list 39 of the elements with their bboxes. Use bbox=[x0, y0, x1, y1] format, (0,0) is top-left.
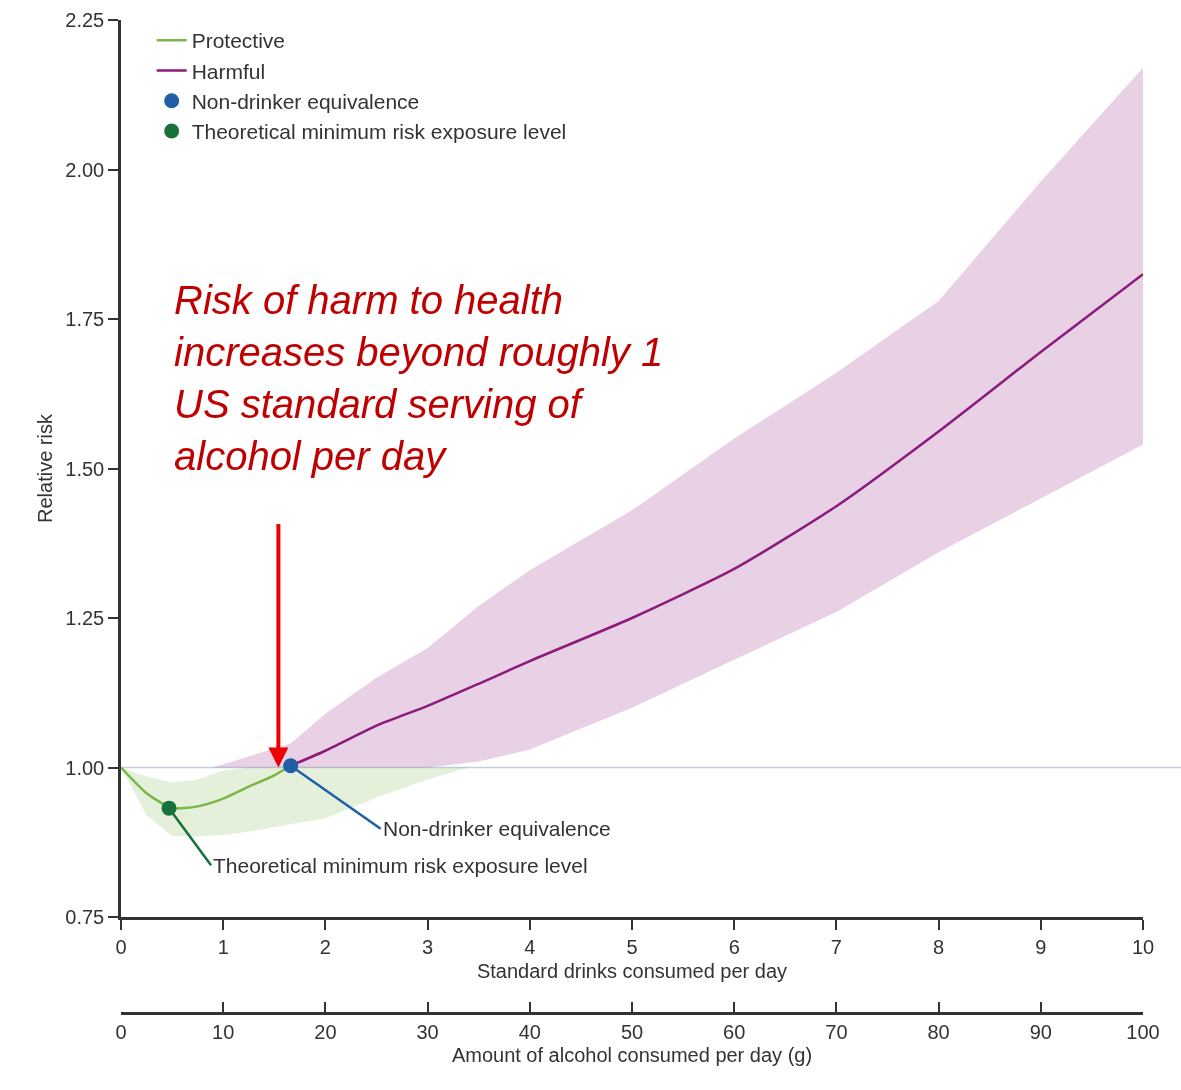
y-tick-label: 1.75 bbox=[65, 308, 105, 330]
legend-label: Harmful bbox=[191, 59, 266, 83]
x2-tick-label: 40 bbox=[518, 1020, 541, 1043]
x-tick-label: 6 bbox=[728, 935, 740, 958]
x2-axis-title: Amount of alcohol consumed per day (g) bbox=[451, 1044, 813, 1067]
x2-tick-label: 100 bbox=[1126, 1020, 1160, 1043]
x2-tick-label: 50 bbox=[620, 1020, 644, 1043]
x-tick-label: 4 bbox=[524, 935, 536, 958]
x2-tick-label: 20 bbox=[314, 1020, 337, 1043]
x2-tick-label: 30 bbox=[416, 1020, 439, 1043]
annotation: Non-drinker equivalence bbox=[383, 817, 611, 840]
annotation: Risk of harm to health increases beyond roughly 1 US standard serving of alcohol per day bbox=[174, 278, 664, 478]
x-tick-label: 3 bbox=[422, 935, 434, 958]
x-tick-label: 10 bbox=[1131, 935, 1155, 958]
x-axis-title: Standard drinks consumed per day bbox=[476, 960, 788, 983]
y-axis-title: Relative risk bbox=[33, 413, 56, 523]
y-tick-label: 1.50 bbox=[65, 457, 105, 480]
x2-tick-label: 80 bbox=[927, 1020, 950, 1043]
y-tick-label: 2.00 bbox=[65, 158, 105, 181]
x2-tick-label: 70 bbox=[825, 1020, 848, 1043]
y-tick-label: 1.25 bbox=[65, 607, 105, 629]
x-tick-label: 5 bbox=[626, 935, 638, 958]
legend-label: Theoretical minimum risk exposure level bbox=[191, 120, 567, 144]
x-tick-label: 8 bbox=[933, 935, 945, 958]
annotation: Theoretical minimum risk exposure level bbox=[213, 854, 588, 877]
y-tick-label: 1.00 bbox=[65, 756, 105, 779]
x2-tick-label: 60 bbox=[723, 1020, 746, 1043]
x-tick-label: 1 bbox=[217, 935, 229, 958]
legend-label: Non-drinker equivalence bbox=[191, 89, 420, 113]
x-tick-label: 2 bbox=[319, 935, 331, 958]
x-tick-label: 9 bbox=[1035, 935, 1047, 958]
y-tick-label: 2.25 bbox=[65, 9, 105, 31]
legend-label: Protective bbox=[191, 29, 286, 53]
x2-tick-label: 10 bbox=[212, 1020, 235, 1043]
y-tick-label: 0.75 bbox=[65, 906, 105, 928]
x2-tick-label: 90 bbox=[1029, 1020, 1052, 1043]
x2-tick-label: 0 bbox=[115, 1020, 127, 1043]
x-tick-label: 0 bbox=[115, 935, 127, 958]
x-tick-label: 7 bbox=[830, 935, 842, 958]
